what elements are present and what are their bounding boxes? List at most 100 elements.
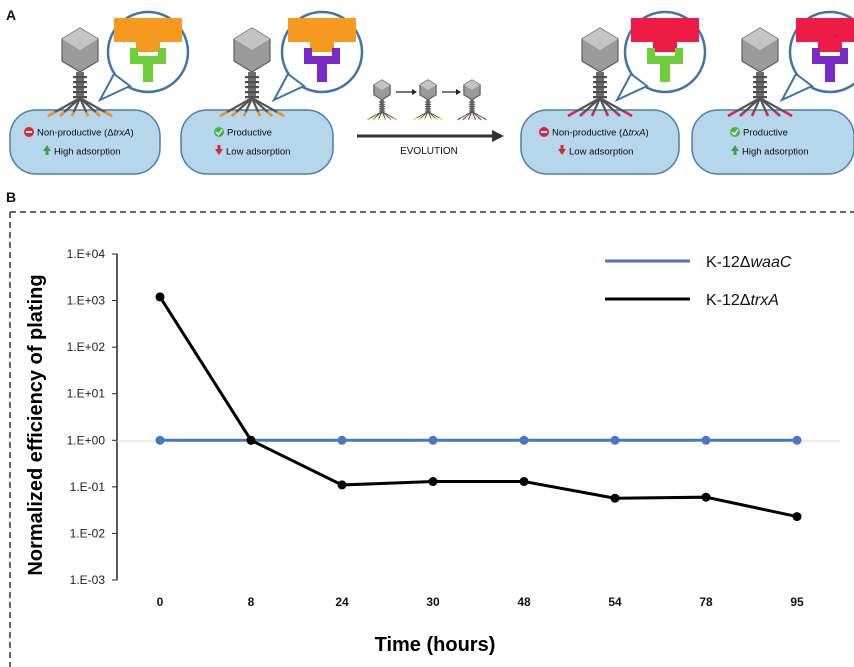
phage-tail-ring [753, 96, 767, 99]
receptor-right-arm [332, 48, 340, 60]
cell-status-gene: trxA [114, 128, 131, 139]
cell-adsorption-label: Low adsorption [569, 147, 633, 158]
data-point-trxA-95 [792, 512, 802, 522]
receptor-top [647, 56, 683, 64]
phage-tail-ring [593, 86, 607, 89]
cell-status-close: ) [130, 128, 133, 139]
y-tick-label: 1.E-02 [70, 526, 106, 540]
phage-binding-stem [310, 40, 334, 52]
legend-gene: trxA [750, 292, 778, 309]
phage-1 [47, 27, 113, 118]
phage-tail-ring [245, 81, 259, 84]
x-tick-label: 8 [248, 595, 255, 609]
phage-tail [470, 99, 474, 112]
phage-leg-tip [474, 117, 477, 120]
phage-leg-tip [266, 111, 273, 117]
nonproductive-icon-bar [26, 131, 32, 133]
phage-leg-tip [727, 110, 736, 118]
cell-status-label: Productive [227, 128, 272, 139]
phage-mini-2 [413, 79, 443, 121]
panel-b-letter: B [6, 189, 16, 205]
phage-4 [727, 27, 793, 118]
phage-tail-ring [73, 81, 87, 84]
productive-check-mark [731, 129, 739, 136]
phage-mini-1 [367, 79, 397, 121]
phage-binding-protein [631, 18, 699, 42]
phage-leg-tip [94, 111, 101, 117]
data-point-trxA-24 [337, 480, 347, 490]
x-tick-label: 95 [790, 595, 804, 609]
y-tick-label: 1.E+02 [67, 340, 106, 354]
phage-leg-tip [367, 117, 372, 121]
phage-leg-tip [413, 117, 418, 121]
phage-leg-tip [276, 110, 285, 118]
phage-tail-ring [593, 76, 607, 79]
cell-status-symbol: Δ [107, 128, 114, 139]
phage-head-highlight [742, 28, 778, 50]
phage-tail [596, 72, 604, 98]
phage-tail-ring [468, 106, 476, 108]
arrow-up-icon [43, 145, 51, 151]
phage-leg-tip [384, 117, 387, 120]
series-points [155, 292, 802, 522]
nonproductive-icon-bar [541, 131, 547, 133]
phage-leg-tip [482, 117, 487, 121]
phage-tail-ring [468, 110, 476, 112]
phage-tail-ring [424, 101, 432, 103]
phage-leg-tip [388, 117, 392, 121]
data-point-trxA-0 [155, 292, 165, 302]
phage-tail [426, 99, 430, 112]
evolution-arrow-head [492, 130, 504, 142]
phage-binding-protein [796, 18, 854, 42]
phage-leg-tip [567, 110, 576, 118]
data-point-waaC-95 [792, 435, 802, 445]
data-point-waaC-24 [337, 435, 347, 445]
phage-tail [76, 72, 84, 98]
phage-tail-ring [73, 91, 87, 94]
phage-leg-tip [372, 117, 376, 121]
cell-status-text: Non-productive ( [552, 128, 623, 139]
data-point-waaC-0 [155, 435, 165, 445]
phage-leg-tip [750, 111, 755, 117]
arrow-up-stem [45, 151, 49, 155]
arrow-up-icon [731, 145, 739, 151]
phage-leg-tip [462, 117, 466, 121]
phage-leg-tip [624, 110, 633, 118]
receptor-left-arm [647, 48, 655, 60]
arrow-up-stem [733, 151, 737, 155]
phage-leg-tip [430, 117, 433, 120]
cell-group-3: Non-productive (ΔtrxA) Low adsorption [520, 10, 707, 175]
cell-status-text: Non-productive ( [37, 128, 108, 139]
receptor-left-arm [812, 48, 820, 60]
data-point-trxA-54 [610, 493, 620, 503]
phage-tail-ring [593, 91, 607, 94]
phage-tail-ring [753, 81, 767, 84]
phage-binding-stem [653, 40, 677, 52]
phage-leg-tip [590, 111, 595, 117]
receptor-stem [143, 64, 153, 82]
legend-gene: waaC [750, 254, 791, 271]
phage-leg-tip [85, 111, 90, 117]
phage-tail-ring [73, 96, 87, 99]
mini-phages [367, 79, 487, 121]
phage-leg-tip [104, 110, 113, 118]
phage-tail-ring [593, 96, 607, 99]
bacterium-cell [9, 109, 161, 175]
legend-prefix: K-12Δ [706, 292, 751, 309]
legend-entry-waaC: K-12ΔwaaC [706, 254, 792, 271]
phage-tail [756, 72, 764, 98]
x-tick-label: 24 [335, 595, 349, 609]
phage-leg-tip [467, 117, 470, 120]
chart: 1.E-03 1.E-02 1.E-01 1.E+00 1.E+01 1.E+02 1.E+… [25, 247, 840, 656]
phage-tail-ring [73, 76, 87, 79]
arrow-down-stem [217, 145, 221, 149]
phage-tail [248, 72, 256, 98]
legend-entry-trxA: K-12ΔtrxA [706, 292, 779, 309]
phage-binding-stem [818, 40, 842, 52]
data-point-trxA-30 [428, 477, 438, 487]
data-point-waaC-30 [428, 435, 438, 445]
phage-tail-ring [245, 91, 259, 94]
data-point-waaC-48 [519, 435, 529, 445]
cell-status-gene: trxA [629, 128, 646, 139]
